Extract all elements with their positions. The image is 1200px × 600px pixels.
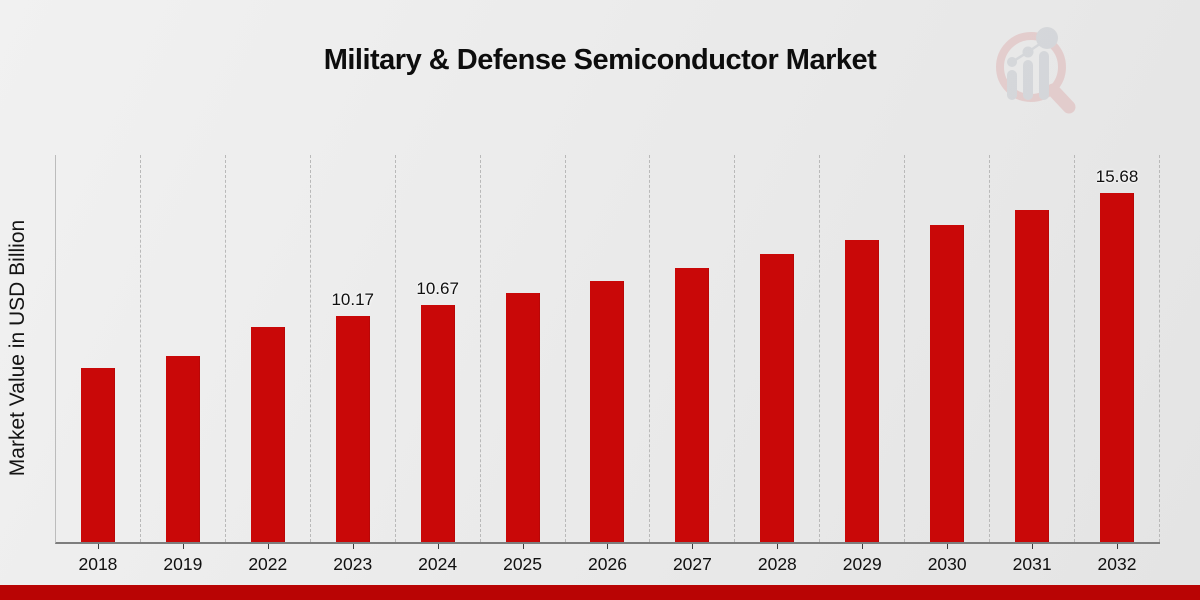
- bar-slot-2025: 2025: [481, 155, 566, 574]
- bar-value-label-2032: 15.68: [1095, 167, 1139, 186]
- x-axis-tick: [182, 544, 184, 549]
- x-axis-tick: [947, 544, 949, 549]
- bar-2032: [1100, 193, 1135, 542]
- bar-slot-2018: 2018: [56, 155, 141, 574]
- bar-slot-2031: 2031: [990, 155, 1076, 574]
- x-axis-tick: [1032, 544, 1034, 549]
- x-axis-label-2018: 2018: [78, 554, 118, 574]
- bar-2022: [250, 327, 285, 542]
- bar-2018: [80, 368, 115, 542]
- x-axis-tick: [97, 544, 99, 549]
- x-axis-label-2022: 2022: [248, 554, 288, 574]
- x-axis-label-2027: 2027: [672, 554, 712, 574]
- x-axis-label-2031: 2031: [1012, 554, 1052, 574]
- bar-value-label-2024: 10.67: [416, 279, 459, 298]
- bar-slot-2019: 2019: [141, 155, 226, 574]
- x-axis-label-2029: 2029: [842, 554, 882, 574]
- x-axis-label-2019: 2019: [163, 554, 203, 574]
- footer-accent-bar: [0, 585, 1200, 600]
- bar-slot-2026: 2026: [566, 155, 651, 574]
- bar-series: 2018 2019 2022 10.17 2023 10.67 2024 2025 2026 20…: [56, 155, 1160, 574]
- x-axis-tick: [692, 544, 694, 549]
- bar-2031: [1015, 210, 1050, 542]
- x-axis-label-2026: 2026: [588, 554, 627, 574]
- bar-2028: [760, 254, 795, 542]
- bar-slot-2028: 2028: [735, 155, 821, 574]
- bar-slot-2027: 2027: [650, 155, 736, 574]
- bar-2023: [335, 316, 370, 542]
- x-axis-label-2025: 2025: [503, 554, 543, 574]
- x-axis-label-2023: 2023: [333, 554, 373, 574]
- brand-logo-watermark-icon: [996, 27, 1076, 114]
- bar-2024: [420, 305, 455, 542]
- x-axis-tick: [437, 544, 439, 549]
- bar-slot-2030: 2030: [905, 155, 991, 574]
- chart-title: Military & Defense Semiconductor Market: [323, 44, 877, 76]
- bar-2026: [590, 281, 625, 542]
- x-axis-tick: [352, 544, 354, 549]
- bar-2019: [165, 356, 200, 542]
- x-axis-tick: [1117, 544, 1119, 549]
- bar-2029: [845, 240, 880, 542]
- bar-slot-2029: 2029: [820, 155, 906, 574]
- x-axis-tick: [522, 544, 524, 549]
- bar-2025: [505, 293, 540, 542]
- x-axis-label-2024: 2024: [418, 554, 458, 574]
- bar-slot-2024: 10.67 2024: [396, 155, 481, 574]
- x-axis-label-2032: 2032: [1097, 554, 1137, 574]
- x-axis-tick: [777, 544, 779, 549]
- x-axis-tick: [862, 544, 864, 549]
- x-axis-label-2030: 2030: [927, 554, 967, 574]
- y-axis-label: Market Value in USD Billion: [6, 219, 29, 477]
- bar-2030: [930, 225, 965, 542]
- x-axis-tick: [607, 544, 609, 549]
- plot-area: 2018 2019 2022 10.17 2023 10.67 2024 2025 2026 20…: [55, 155, 1160, 574]
- bar-slot-2022: 2022: [226, 155, 311, 574]
- bar-slot-2032: 15.68 2032: [1075, 155, 1160, 574]
- x-axis-tick: [267, 544, 269, 549]
- x-axis-label-2028: 2028: [757, 554, 797, 574]
- bar-value-label-2023: 10.17: [331, 290, 374, 309]
- bar-2027: [675, 268, 710, 542]
- bar-slot-2023: 10.17 2023: [311, 155, 396, 574]
